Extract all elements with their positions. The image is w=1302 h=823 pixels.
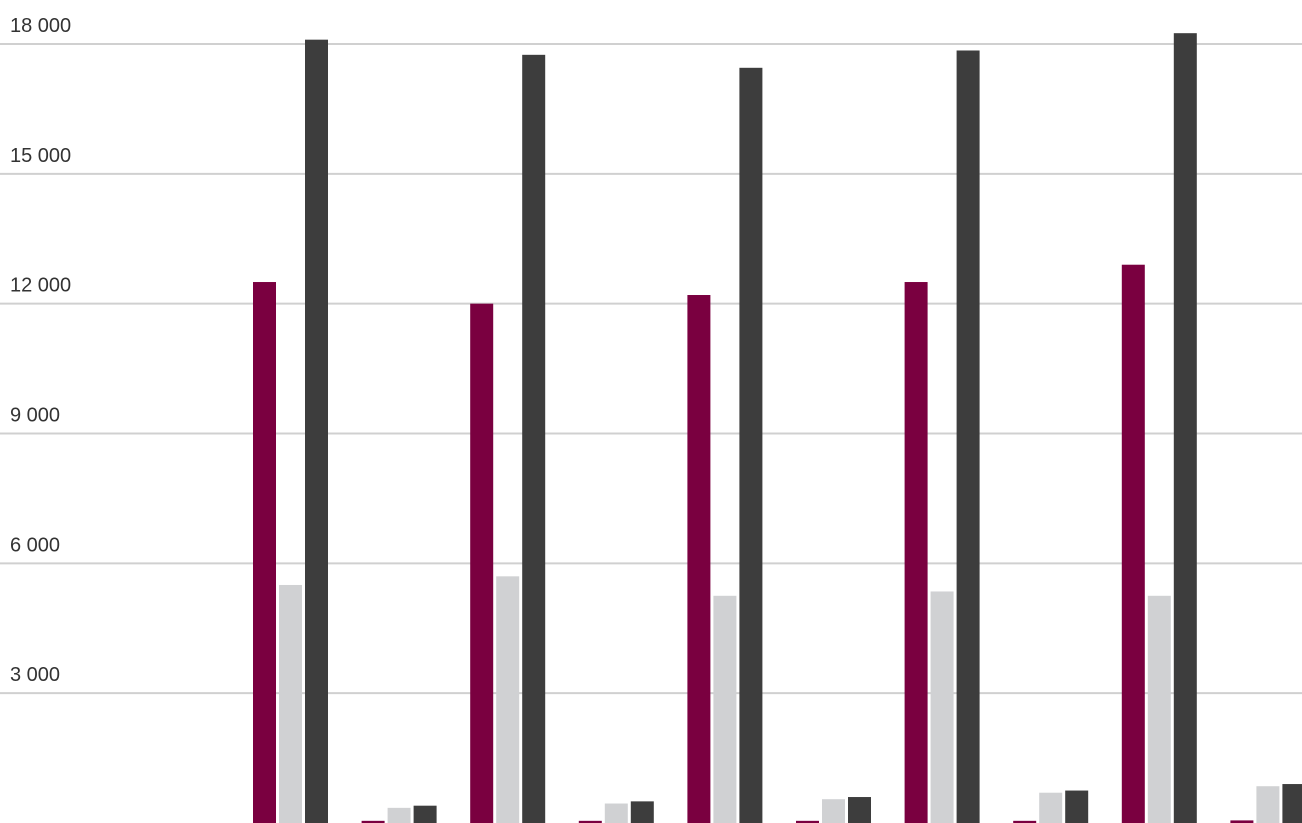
bar (1256, 786, 1280, 823)
bar-group (578, 801, 654, 823)
y-tick-label: 9 000 (10, 405, 60, 427)
bars (253, 33, 1302, 823)
bar-group (470, 54, 546, 823)
bar (1065, 790, 1089, 823)
bar (305, 39, 328, 823)
bar (822, 799, 845, 823)
bar (1282, 784, 1302, 823)
bar (1039, 792, 1063, 823)
bar (470, 303, 494, 823)
bar (930, 591, 954, 823)
bar-group (361, 805, 437, 823)
y-axis-labels: 3 000 6 000 9 000 12 000 15 000 18 000 (10, 15, 71, 686)
y-tick-label: 6 000 (10, 534, 60, 556)
bar (1147, 595, 1171, 823)
bar (739, 67, 763, 823)
bar-group (687, 67, 763, 823)
bar (413, 805, 437, 823)
bar (1121, 264, 1145, 823)
bar (361, 820, 385, 823)
y-tick-label: 12 000 (10, 275, 71, 297)
bar (713, 595, 737, 823)
bar-group (1121, 33, 1197, 823)
bar (578, 820, 602, 823)
y-tick-label: 18 000 (10, 15, 71, 37)
bar-group (796, 797, 871, 823)
bar (796, 820, 819, 823)
bar (630, 801, 654, 823)
bar-group (253, 39, 328, 823)
bar (687, 295, 711, 823)
gridlines (0, 43, 1302, 695)
bar (279, 584, 302, 823)
bar (387, 807, 411, 823)
bar (522, 54, 546, 823)
y-tick-label: 3 000 (10, 664, 60, 686)
bar (496, 576, 520, 823)
bar (956, 50, 980, 823)
y-tick-label: 15 000 (10, 145, 71, 167)
bar (1013, 820, 1037, 823)
bar (904, 282, 928, 823)
bar (848, 797, 871, 823)
bar (253, 282, 276, 823)
bar-group (1013, 790, 1089, 823)
bar (1230, 820, 1254, 823)
bar (604, 803, 628, 823)
bar-group (904, 50, 980, 823)
bar (1173, 33, 1197, 823)
bar-group (1230, 784, 1302, 823)
